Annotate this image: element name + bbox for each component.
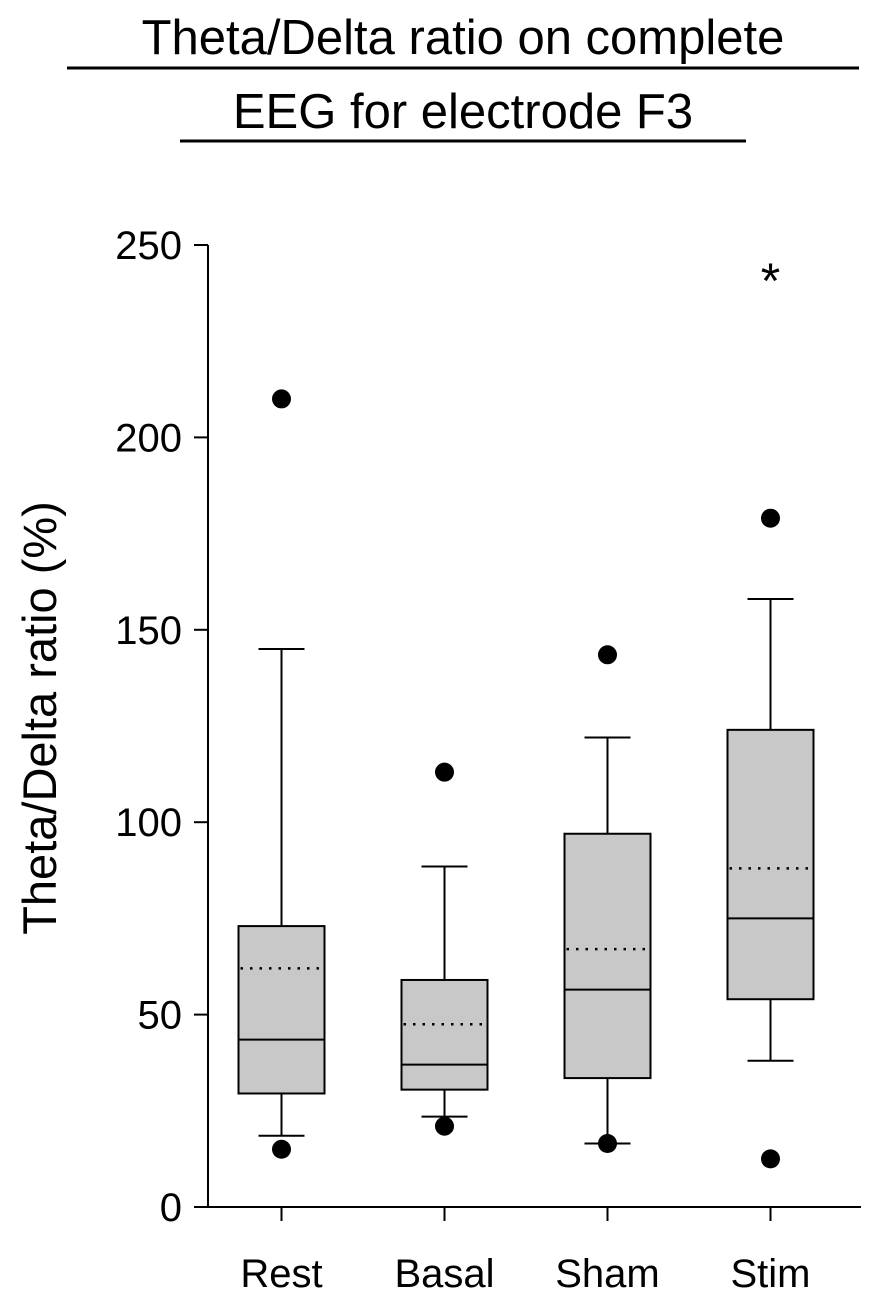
y-tick-label: 50 (138, 994, 183, 1038)
outlier-point (761, 1149, 780, 1169)
y-tick-label: 150 (115, 609, 182, 653)
outlier-point (435, 1116, 454, 1136)
chart-title-line-1: Theta/Delta ratio on complete (142, 11, 785, 65)
y-ticks-group: 0 50 100 150 200 250 (115, 224, 208, 1230)
x-ticks-group: Rest Basal Sham Stim (240, 1207, 811, 1296)
box-basal (400, 762, 489, 1136)
iqr-box (237, 925, 326, 1095)
boxes-group (237, 389, 815, 1169)
x-tick-label-rest: Rest (240, 1252, 322, 1296)
outlier-point (272, 1139, 291, 1159)
iqr-box (726, 728, 815, 1001)
annotations-group: * (761, 253, 780, 309)
y-tick-label: 100 (115, 801, 182, 845)
outlier-point (598, 1134, 617, 1154)
y-tick-label: 0 (160, 1186, 182, 1230)
outlier-point (272, 389, 291, 409)
x-tick-label-basal: Basal (394, 1252, 494, 1296)
y-tick-label: 200 (115, 416, 182, 460)
significance-asterisk: * (761, 253, 780, 309)
iqr-box (563, 832, 652, 1080)
chart-title-line-2: EEG for electrode F3 (233, 85, 693, 139)
box-rest (237, 389, 326, 1159)
box-stim (726, 508, 815, 1169)
outlier-point (761, 508, 780, 528)
iqr-box (400, 978, 489, 1091)
y-tick-label: 250 (115, 224, 182, 268)
outlier-point (435, 762, 454, 782)
outlier-point (598, 645, 617, 665)
box-sham (563, 645, 652, 1154)
y-axis-label: Theta/Delta ratio (%) (13, 501, 66, 935)
x-tick-label-sham: Sham (555, 1252, 660, 1296)
x-tick-label-stim: Stim (731, 1252, 811, 1296)
